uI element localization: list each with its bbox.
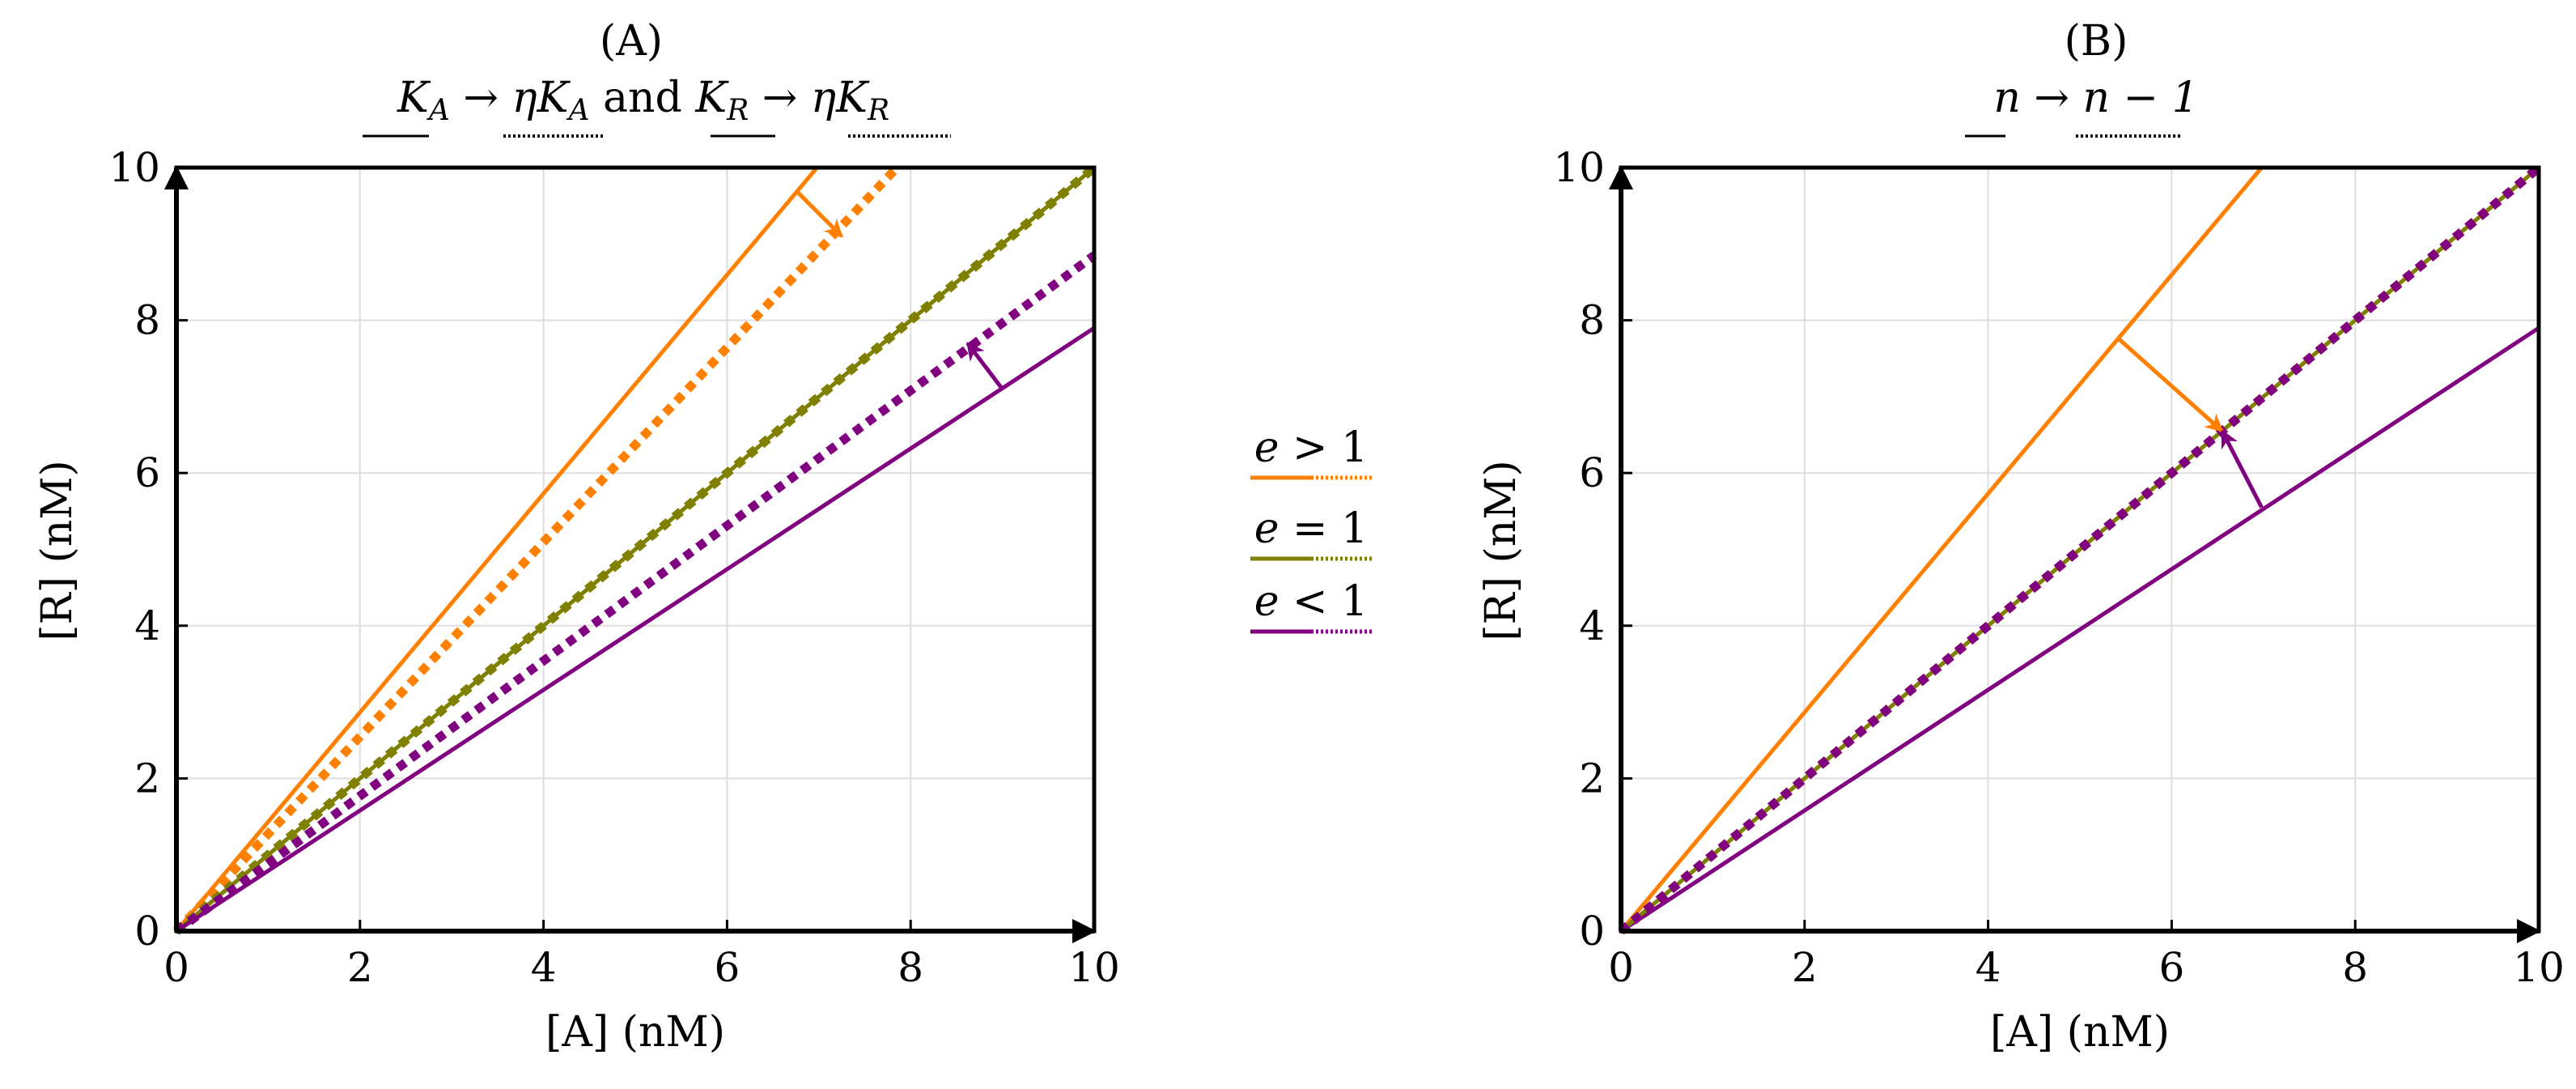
panel-b-sub-n: n xyxy=(1993,74,2021,122)
panel-a: (A) KA → ηKA and KR → ηKR 0 2 4 6 8 10 0 2 4 6 8 10… xyxy=(33,17,1120,1057)
x-tick-label: 8 xyxy=(898,944,923,991)
series-line-dotted xyxy=(173,164,901,934)
legend-label-e-gt-1: > 1 xyxy=(1280,423,1369,472)
panel-b-xlabel: [A] (nM) xyxy=(1990,1008,2170,1057)
panel-b-subtitle: n → n − 1 xyxy=(1993,74,2198,122)
x-tick-label: 4 xyxy=(531,944,557,991)
annotation-arrow xyxy=(2116,337,2224,433)
panel-a-annotations xyxy=(794,189,1004,390)
legend-label-e-eq-1: = 1 xyxy=(1280,504,1369,553)
y-tick-label: 10 xyxy=(1553,144,1605,191)
y-tick-label: 2 xyxy=(1579,755,1605,802)
svg-text:e < 1: e < 1 xyxy=(1254,577,1369,626)
panel-a-sub-ka: K xyxy=(397,74,431,122)
panel-a-subtitle: KA → ηKA and KR → ηKR xyxy=(397,74,889,127)
panel-a-gridlines xyxy=(176,168,1094,931)
legend-entry-e-eq-1: e = 1 xyxy=(1250,504,1372,561)
legend-label-e-eq-1-var: e xyxy=(1254,504,1280,553)
y-tick-label: 6 xyxy=(134,449,160,496)
x-tick-label: 8 xyxy=(2342,944,2368,991)
panel-b-tick-labels: 0 2 4 6 8 10 0 2 4 6 8 10 xyxy=(1553,144,2564,991)
panel-b-annotations xyxy=(2116,337,2264,508)
y-tick-label: 8 xyxy=(134,297,160,344)
series-line-solid xyxy=(1619,166,2264,933)
x-tick-label: 0 xyxy=(1608,944,1634,991)
legend-label-e-gt-1-var: e xyxy=(1254,423,1280,472)
x-tick-label: 0 xyxy=(163,944,189,991)
y-tick-label: 0 xyxy=(134,908,160,955)
annotation-arrow xyxy=(2220,429,2264,508)
legend-entry-e-lt-1: e < 1 xyxy=(1250,577,1372,634)
panel-a-series xyxy=(173,164,1097,935)
y-tick-label: 2 xyxy=(134,755,160,802)
legend-label-e-lt-1-var: e xyxy=(1254,577,1280,626)
panel-a-label: (A) xyxy=(600,17,663,66)
series-line-solid xyxy=(1619,325,2540,934)
y-tick-label: 6 xyxy=(1579,449,1605,496)
panel-a-sub-etaka: ηK xyxy=(511,74,571,122)
panel-a-sub-etakr: ηK xyxy=(811,74,870,122)
svg-text:e > 1: e > 1 xyxy=(1254,423,1369,472)
x-tick-label: 10 xyxy=(1068,944,1120,991)
y-tick-label: 4 xyxy=(1579,602,1605,649)
series-line-dotted xyxy=(173,252,1097,935)
legend: e > 1 e = 1 e < 1 xyxy=(1250,423,1372,634)
series-line-dotted xyxy=(1618,164,2542,935)
x-tick-label: 6 xyxy=(2158,944,2184,991)
series-line-dotted xyxy=(173,164,1097,935)
annotation-arrow xyxy=(794,189,843,238)
panel-a-tick-labels: 0 2 4 6 8 10 0 2 4 6 8 10 xyxy=(108,144,1119,991)
y-tick-label: 10 xyxy=(108,144,160,191)
legend-label-e-lt-1: < 1 xyxy=(1280,577,1369,626)
legend-entry-e-gt-1: e > 1 xyxy=(1250,423,1372,480)
panel-b-ylabel: [R] (nM) xyxy=(1477,460,1526,641)
y-tick-label: 8 xyxy=(1579,297,1605,344)
y-tick-label: 4 xyxy=(134,602,160,649)
panel-b-label: (B) xyxy=(2065,17,2128,66)
y-tick-label: 0 xyxy=(1579,908,1605,955)
panel-a-sub-kr: K xyxy=(694,74,729,122)
x-tick-label: 4 xyxy=(1975,944,2001,991)
x-tick-label: 2 xyxy=(347,944,373,991)
panel-a-ylabel: [R] (nM) xyxy=(33,460,82,641)
panel-a-xlabel: [A] (nM) xyxy=(545,1008,725,1057)
x-tick-label: 10 xyxy=(2513,944,2565,991)
svg-text:e = 1: e = 1 xyxy=(1254,504,1369,553)
series-line-solid xyxy=(175,166,819,933)
annotation-arrow xyxy=(965,342,1004,390)
panel-b-sub-n-minus-1: n − 1 xyxy=(2082,74,2198,122)
panel-b-series xyxy=(1618,164,2542,935)
x-tick-label: 2 xyxy=(1792,944,1818,991)
series-line-solid xyxy=(175,325,1096,934)
x-tick-label: 6 xyxy=(714,944,740,991)
panel-b: (B) n → n − 1 0 2 4 6 8 10 0 2 4 6 8 10 [A] (nM) [R… xyxy=(1477,17,2565,1057)
panel-b-gridlines xyxy=(1621,168,2539,931)
